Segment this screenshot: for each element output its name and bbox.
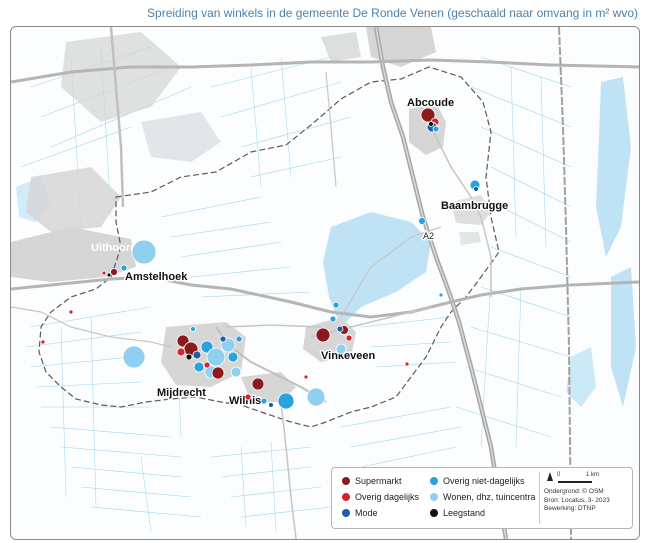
scale-km-label: 1 km <box>586 472 600 478</box>
urban-uithoorn <box>11 227 136 282</box>
store-marker-leegstand <box>106 272 112 278</box>
store-marker-wonen <box>230 366 242 378</box>
store-marker-mode <box>268 402 274 408</box>
store-marker-overig-niet-dagelijks <box>120 264 128 272</box>
store-marker-overig-dagelijks <box>176 347 186 357</box>
store-marker-wonen <box>335 343 347 355</box>
legend-label: Wonen, dhz, tuincentra <box>443 492 536 502</box>
store-marker-wonen <box>206 347 226 367</box>
map-title: Spreiding van winkels in de gemeente De … <box>147 6 638 20</box>
legend-divider <box>539 472 540 524</box>
supermarkt-swatch <box>342 477 350 485</box>
legend-item-leegstand: Leegstand <box>430 508 485 518</box>
store-marker-mode <box>192 350 202 360</box>
store-marker-overig-niet-dagelijks <box>260 397 268 405</box>
store-marker-overig-dagelijks <box>101 270 107 276</box>
road-layer <box>11 27 639 539</box>
urban-layer <box>11 27 491 402</box>
municipality-boundary <box>38 66 500 428</box>
store-marker-leegstand <box>185 353 193 361</box>
overig-dagelijks-swatch <box>342 493 350 501</box>
lake-vinkeveense-plassen <box>323 212 431 327</box>
map-frame[interactable]: Abcoude Baambrugge Uithoorn Amstelhoek V… <box>10 26 640 540</box>
store-marker-overig-niet-dagelijks <box>190 326 196 332</box>
store-marker-overig-niet-dagelijks <box>432 125 440 133</box>
store-marker-overig-niet-dagelijks <box>235 335 243 343</box>
credit-line: Bron: Locatus, 3- 2023 <box>544 496 610 504</box>
mode-swatch <box>342 509 350 517</box>
legend-label: Overig dagelijks <box>355 492 420 502</box>
store-marker-overig-niet-dagelijks <box>277 392 295 410</box>
legend-item-mode: Mode <box>342 508 378 518</box>
legend-item-supermarkt: Supermarkt <box>342 476 402 486</box>
store-marker-mode <box>473 186 479 192</box>
legend-item-overig-dagelijks: Overig dagelijks <box>342 492 419 502</box>
store-marker-supermarkt <box>211 366 225 380</box>
store-marker-mode <box>336 325 344 333</box>
label-abcoude: Abcoude <box>407 97 454 109</box>
scale-bar <box>558 481 592 483</box>
store-marker-overig-dagelijks <box>40 339 46 345</box>
store-markers <box>40 107 481 410</box>
store-marker-overig-dagelijks <box>303 374 309 380</box>
store-marker-wonen <box>122 345 146 369</box>
store-marker-supermarkt <box>315 327 331 343</box>
label-baambrugge: Baambrugge <box>441 200 508 212</box>
store-marker-overig-niet-dagelijks <box>193 361 205 373</box>
label-a2: A2 <box>423 231 434 241</box>
label-amstelhoek: Amstelhoek <box>125 271 188 283</box>
store-marker-overig-niet-dagelijks <box>332 301 340 309</box>
store-marker-overig-niet-dagelijks <box>418 217 426 225</box>
store-marker-leegstand <box>428 121 434 127</box>
store-marker-overig-dagelijks <box>244 393 252 401</box>
map-canvas[interactable]: Abcoude Baambrugge Uithoorn Amstelhoek V… <box>11 27 639 539</box>
store-marker-overig-niet-dagelijks <box>227 351 239 363</box>
label-uithoorn: Uithoorn <box>91 242 137 254</box>
store-marker-supermarkt <box>110 268 118 276</box>
label-vinkeveen: Vinkeveen <box>321 350 376 362</box>
store-marker-overig-dagelijks <box>203 361 211 369</box>
store-marker-wonen <box>131 239 157 265</box>
map-credits: Ondergrond: © OSM Bron: Locatus, 3- 2023… <box>544 488 610 514</box>
credit-line: Ondergrond: © OSM <box>544 488 604 495</box>
store-marker-overig-niet-dagelijks <box>329 315 337 323</box>
road-n201 <box>11 275 639 319</box>
label-mijdrecht: Mijdrecht <box>157 387 206 399</box>
leegstand-swatch <box>430 509 438 517</box>
legend-item-overig-niet-dagelijks: Overig niet-dagelijks <box>430 476 525 486</box>
lake-east <box>596 77 631 257</box>
label-wilnis: Wilnis <box>229 395 261 407</box>
scale-zero-label: 0 <box>557 472 561 478</box>
overig-niet-dagelijks-swatch <box>430 477 438 485</box>
legend-item-wonen: Wonen, dhz, tuincentra <box>430 492 535 502</box>
store-marker-wonen <box>306 387 326 407</box>
credit-line: Bewerking: DTNP <box>544 505 596 512</box>
store-marker-overig-dagelijks <box>68 309 74 315</box>
legend-label: Supermarkt <box>355 476 402 486</box>
legend-label: Overig niet-dagelijks <box>443 476 525 486</box>
store-marker-supermarkt <box>420 107 436 123</box>
legend-label: Mode <box>355 508 378 518</box>
water-layer <box>16 77 636 407</box>
store-marker-mode <box>219 335 227 343</box>
wonen-swatch <box>430 493 438 501</box>
north-arrow-icon <box>547 472 553 481</box>
store-marker-overig-niet-dagelijks <box>438 292 444 298</box>
store-marker-overig-dagelijks <box>404 361 410 367</box>
map-legend: Supermarkt Overig dagelijks Mode Overig … <box>331 467 633 529</box>
store-marker-overig-dagelijks <box>345 334 353 342</box>
store-marker-supermarkt <box>251 377 265 391</box>
legend-label: Leegstand <box>443 508 486 518</box>
